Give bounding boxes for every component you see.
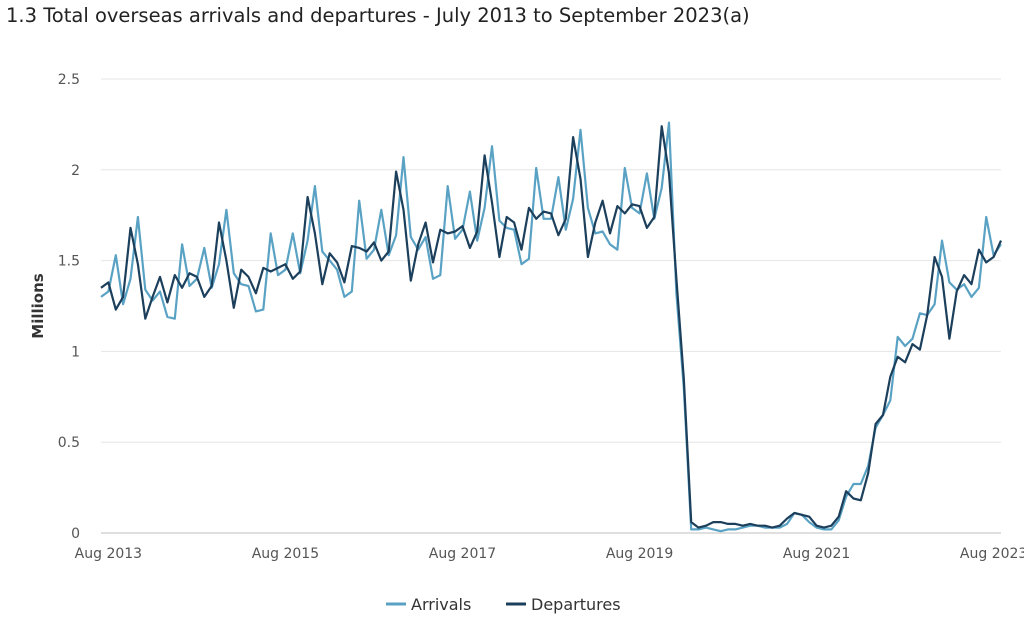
legend-item-departures[interactable]: Departures: [506, 595, 621, 614]
legend-label: Arrivals: [411, 595, 471, 614]
y-tick-label: 2: [71, 163, 80, 179]
x-tick-label: Aug 2017: [429, 546, 496, 562]
series-line-arrivals: [100, 121, 1002, 533]
series-lines: [100, 121, 1003, 533]
x-tick-label: Aug 2021: [783, 546, 850, 562]
grid-lines: [101, 78, 1001, 534]
y-tick-label: 0: [71, 526, 80, 542]
legend-item-arrivals[interactable]: Arrivals: [386, 595, 471, 614]
y-tick-label: 1.5: [58, 254, 80, 270]
y-tick-label: 2.5: [58, 72, 80, 88]
y-tick-label: 0.5: [58, 435, 80, 451]
chart-title: 1.3 Total overseas arrivals and departur…: [6, 4, 750, 27]
x-tick-label: Aug 2013: [75, 546, 142, 562]
y-axis-ticks: 0 0.5 1 1.5 2 2.5: [58, 72, 80, 542]
y-tick-label: 1: [71, 344, 80, 360]
legend-label: Departures: [531, 595, 621, 614]
x-tick-label: Aug 2023: [960, 546, 1024, 562]
legend[interactable]: Arrivals Departures: [386, 595, 621, 614]
x-tick-label: Aug 2019: [606, 546, 673, 562]
y-axis-label: Millions: [29, 273, 47, 338]
x-tick-label: Aug 2015: [252, 546, 319, 562]
series-line-departures: [100, 125, 1003, 529]
x-axis-ticks: Aug 2013 Aug 2015 Aug 2017 Aug 2019 Aug 2021…: [75, 546, 1024, 562]
